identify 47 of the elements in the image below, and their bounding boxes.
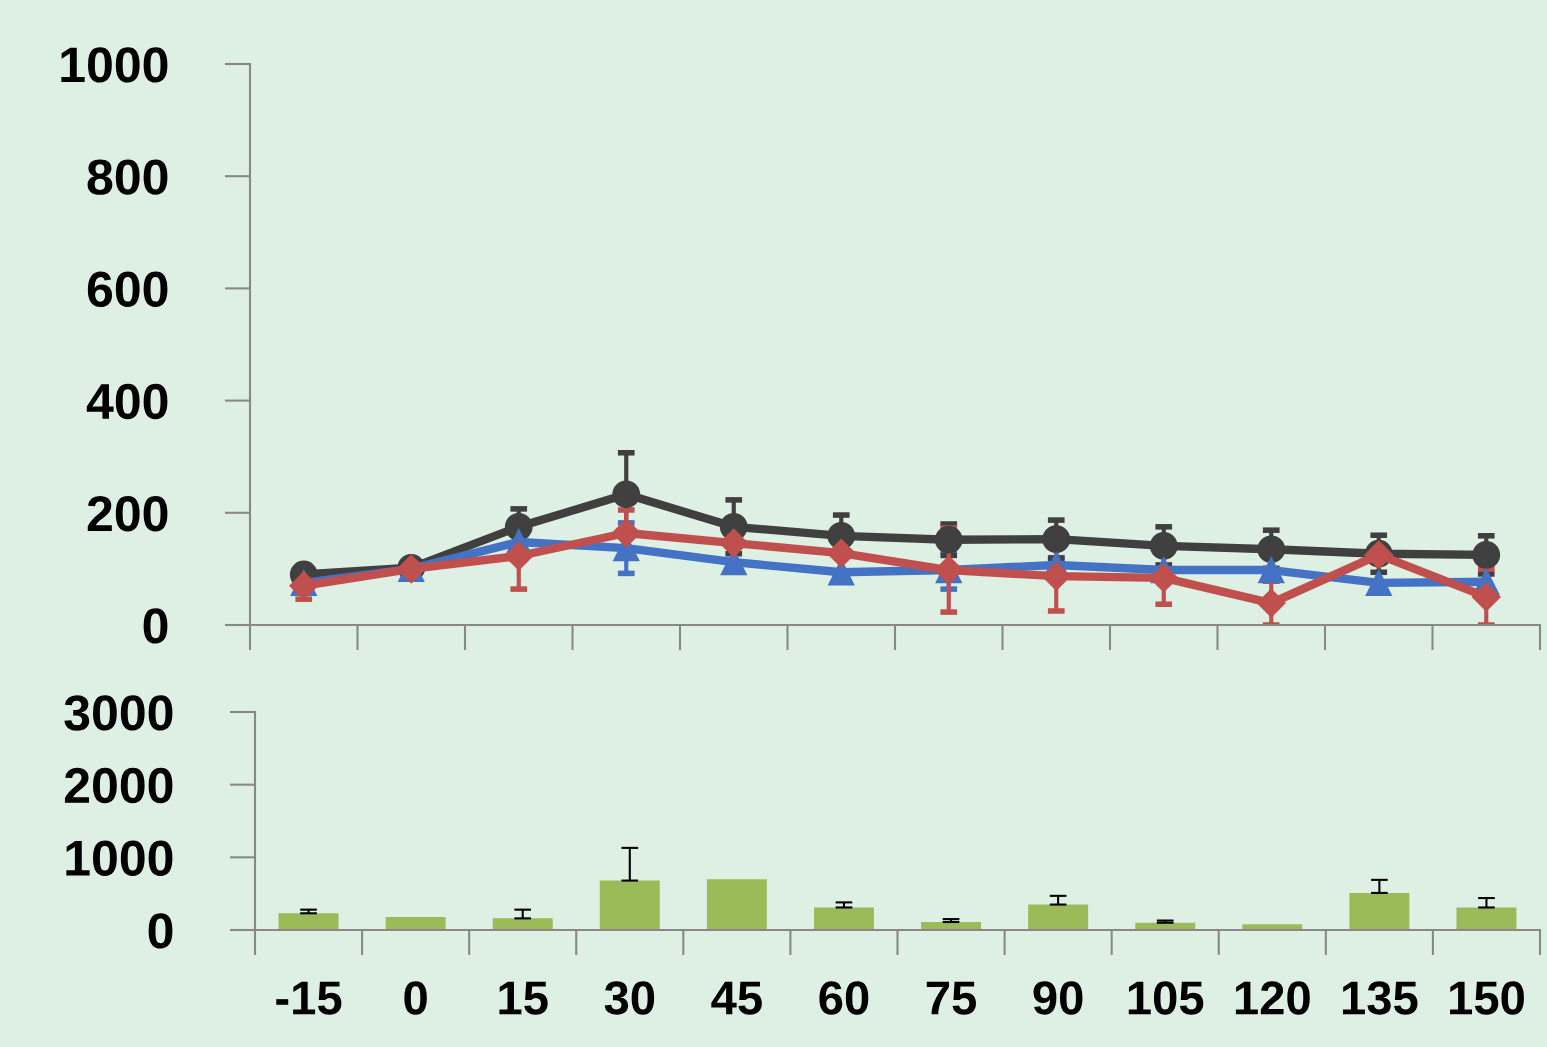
x-tick-label: 150	[1450, 981, 1524, 1015]
point	[611, 518, 641, 548]
bar	[599, 880, 660, 930]
y-tick-label: 1000	[66, 840, 173, 876]
point	[1258, 556, 1285, 584]
point	[1041, 561, 1071, 591]
bar	[813, 907, 874, 930]
x-tick-label: 45	[711, 981, 762, 1015]
point	[1149, 563, 1179, 593]
point	[1256, 588, 1286, 618]
x-tick-label: 0	[404, 981, 427, 1015]
bar	[1456, 907, 1517, 930]
bar	[278, 913, 339, 930]
bar	[706, 879, 767, 930]
x-tick-label: 105	[1128, 981, 1204, 1015]
point	[826, 538, 856, 568]
point	[504, 541, 534, 571]
x-tick-label: 120	[1235, 981, 1310, 1015]
y-tick-label: 400	[86, 383, 168, 420]
y-tick-label: 0	[143, 608, 168, 644]
bar	[1028, 904, 1089, 930]
x-tick-label: 135	[1342, 981, 1418, 1015]
x-tick-label: 15	[499, 981, 548, 1015]
y-tick-label: 200	[87, 496, 168, 532]
x-tick-label: -15	[276, 981, 342, 1015]
y-tick-label: 2000	[64, 767, 173, 804]
bar	[1349, 892, 1410, 930]
point	[1472, 540, 1501, 569]
x-tick-label: 75	[926, 981, 976, 1015]
y-tick-label: 0	[148, 913, 173, 949]
y-tick-label: 1000	[61, 47, 168, 83]
point	[1149, 532, 1178, 560]
x-tick-label: 30	[604, 981, 655, 1015]
x-tick-label: 90	[1033, 981, 1083, 1015]
point	[1471, 582, 1501, 612]
bar	[385, 916, 446, 930]
point	[1365, 569, 1392, 597]
y-tick-label: 600	[87, 271, 168, 308]
y-tick-label: 800	[87, 159, 168, 195]
point	[934, 525, 963, 554]
point	[719, 528, 749, 558]
point	[1257, 535, 1286, 564]
y-tick-label: 3000	[64, 695, 173, 731]
bar	[492, 918, 553, 930]
point	[1042, 525, 1071, 554]
x-tick-label: 60	[819, 981, 869, 1015]
point	[612, 480, 641, 509]
